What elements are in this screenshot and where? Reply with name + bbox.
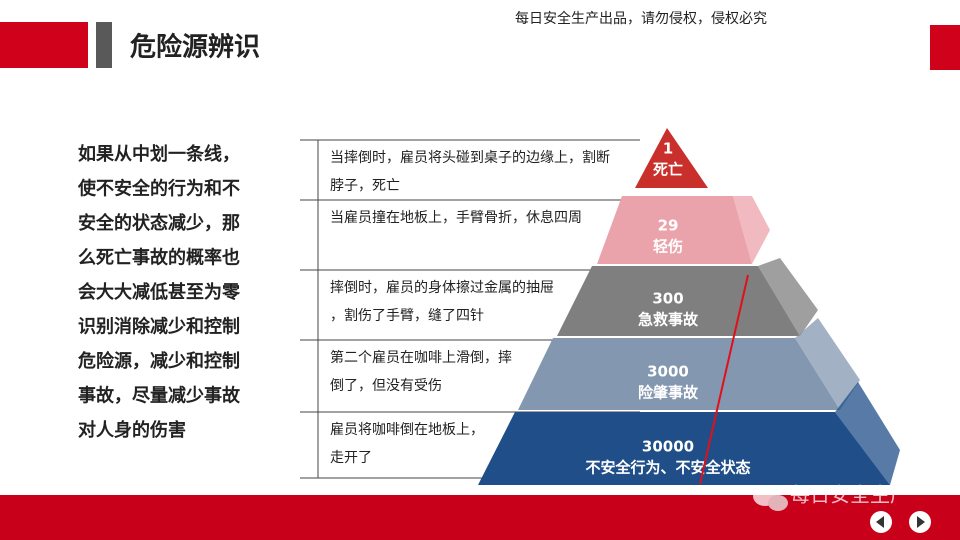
body-line: 危险源，减少和控制 — [77, 350, 240, 372]
level-label: 不安全行为、不安全状态 — [585, 459, 750, 477]
next-arrow — [917, 516, 925, 528]
body-line: 会大大减低甚至为零 — [78, 281, 241, 303]
level-number: 30000 — [642, 438, 694, 456]
level-label: 轻伤 — [653, 238, 683, 256]
body-line: 如果从中划一条线， — [78, 143, 240, 165]
body-text: 如果从中划一条线， 使不安全的行为和不安全的状态减少，那么死亡事故的概率也会大大减… — [77, 143, 241, 441]
level-description: 摔倒时，雇员的身体擦过金属的抽屉 — [330, 279, 554, 296]
footer-bar — [0, 495, 960, 540]
level-description: 脖子，死亡 — [330, 178, 400, 194]
pyramid-level — [557, 266, 800, 336]
pyramid-level — [597, 196, 752, 264]
body-line: 对人身的伤害 — [78, 419, 186, 441]
pyramid-side — [835, 382, 900, 485]
header-accent — [96, 22, 112, 68]
divide-line — [699, 274, 749, 485]
prev-arrow — [876, 516, 884, 528]
header-bar-right — [930, 25, 960, 70]
level-number: 29 — [658, 217, 679, 235]
body-line: 么死亡事故的概率也 — [78, 247, 240, 269]
level-description: 当摔倒时，雇员将头碰到桌子的边缘上，割断 — [330, 149, 610, 166]
level-label: 险肇事故 — [638, 384, 699, 402]
level-description: 第二个雇员在咖啡上滑倒，摔 — [330, 349, 512, 366]
descriptions: 当摔倒时，雇员将头碰到桌子的边缘上，割断脖子，死亡当雇员撞在地板上，手臂骨折，休… — [330, 149, 610, 466]
watermark-text: 每日安全生产 — [790, 483, 910, 507]
level-description: 雇员将咖啡倒在地板上， — [330, 421, 484, 438]
pyramid-level — [518, 338, 840, 410]
level-description: 当雇员撞在地板上，手臂骨折，休息四周 — [330, 209, 582, 226]
notice: 每日安全生产出品，请勿侵权，侵权必究 — [515, 10, 767, 27]
pyramid: 1 死亡 29 轻伤 300 急救事故 3000 险肇事故 30000 不安全行为、不安全状态 — [478, 128, 900, 485]
watermark: 每日安全生产 — [753, 483, 910, 511]
pyramid-side — [758, 258, 818, 336]
level-label: 死亡 — [653, 161, 683, 179]
level-description: 走开了 — [330, 450, 372, 466]
header-bar — [0, 22, 88, 68]
level-description: 倒了，但没有受伤 — [330, 378, 442, 394]
level-number: 1 — [663, 140, 673, 158]
body-line: 安全的状态减少，那 — [78, 212, 240, 234]
pyramid-level — [635, 128, 708, 188]
level-number: 3000 — [647, 363, 689, 381]
level-label: 急救事故 — [638, 311, 699, 329]
body-line: 识别消除减少和控制 — [78, 316, 240, 338]
level-number: 300 — [652, 290, 683, 308]
body-line: 使不安全的行为和不 — [77, 178, 240, 200]
level-description: ，割伤了手臂，缝了四针 — [330, 307, 484, 324]
pyramid-side — [795, 318, 860, 410]
body-line: 事故，尽量减少事故 — [78, 385, 241, 407]
title: 危险源辨识 — [130, 32, 260, 63]
pyramid-side — [733, 196, 770, 264]
wechat-icon — [768, 495, 788, 511]
pyramid-level — [478, 412, 890, 485]
